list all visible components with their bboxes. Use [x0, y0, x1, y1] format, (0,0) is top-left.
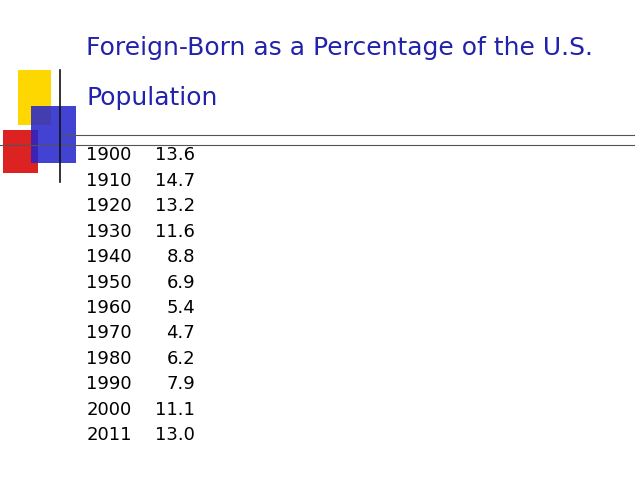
- Text: 13.6: 13.6: [155, 146, 195, 164]
- Text: 13.0: 13.0: [156, 426, 195, 444]
- Text: 13.2: 13.2: [155, 197, 195, 216]
- Text: 6.9: 6.9: [166, 274, 195, 292]
- Text: 1920: 1920: [86, 197, 132, 216]
- Text: 5.4: 5.4: [166, 299, 195, 317]
- Text: 1980: 1980: [86, 350, 132, 368]
- Text: 1940: 1940: [86, 248, 132, 266]
- Text: 2000: 2000: [86, 401, 132, 419]
- Text: 4.7: 4.7: [166, 324, 195, 343]
- Text: 11.1: 11.1: [156, 401, 195, 419]
- Text: 14.7: 14.7: [155, 172, 195, 190]
- Text: 2011: 2011: [86, 426, 132, 444]
- Text: 6.2: 6.2: [166, 350, 195, 368]
- Text: 1970: 1970: [86, 324, 132, 343]
- Text: 1990: 1990: [86, 375, 132, 394]
- Text: 8.8: 8.8: [166, 248, 195, 266]
- Text: Population: Population: [86, 86, 218, 110]
- Text: 11.6: 11.6: [156, 223, 195, 241]
- Text: 1930: 1930: [86, 223, 132, 241]
- Text: Foreign-Born as a Percentage of the U.S.: Foreign-Born as a Percentage of the U.S.: [86, 36, 593, 60]
- Bar: [3, 130, 38, 173]
- Text: 1960: 1960: [86, 299, 132, 317]
- Text: 1910: 1910: [86, 172, 132, 190]
- Bar: [31, 106, 76, 163]
- Text: 1950: 1950: [86, 274, 132, 292]
- Text: 7.9: 7.9: [166, 375, 195, 394]
- Bar: [18, 70, 51, 125]
- Text: 1900: 1900: [86, 146, 132, 164]
